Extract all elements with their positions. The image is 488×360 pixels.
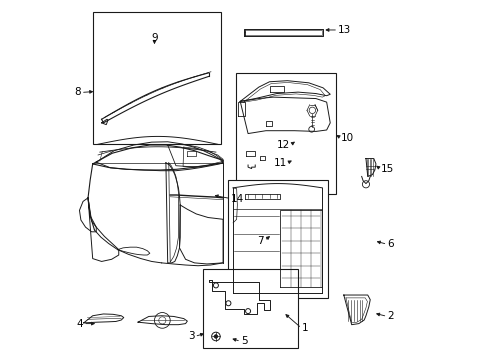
Bar [228, 180, 328, 298]
Text: 11: 11 [274, 158, 287, 168]
Text: 2: 2 [386, 311, 393, 321]
Text: 9: 9 [151, 33, 158, 43]
Text: 1: 1 [301, 323, 307, 333]
Text: 4: 4 [76, 319, 83, 329]
Text: 7: 7 [257, 236, 264, 246]
Text: 10: 10 [340, 133, 353, 143]
Bar [235, 73, 335, 194]
Bar [203, 269, 298, 348]
Text: 12: 12 [276, 140, 290, 150]
Text: 13: 13 [337, 25, 350, 35]
Text: 6: 6 [386, 239, 393, 249]
Text: 8: 8 [74, 87, 81, 98]
Circle shape [214, 335, 217, 338]
Text: 15: 15 [380, 164, 393, 174]
Text: 14: 14 [230, 194, 244, 203]
Bar [93, 12, 221, 144]
Text: 5: 5 [241, 337, 247, 346]
Text: 3: 3 [187, 332, 194, 342]
